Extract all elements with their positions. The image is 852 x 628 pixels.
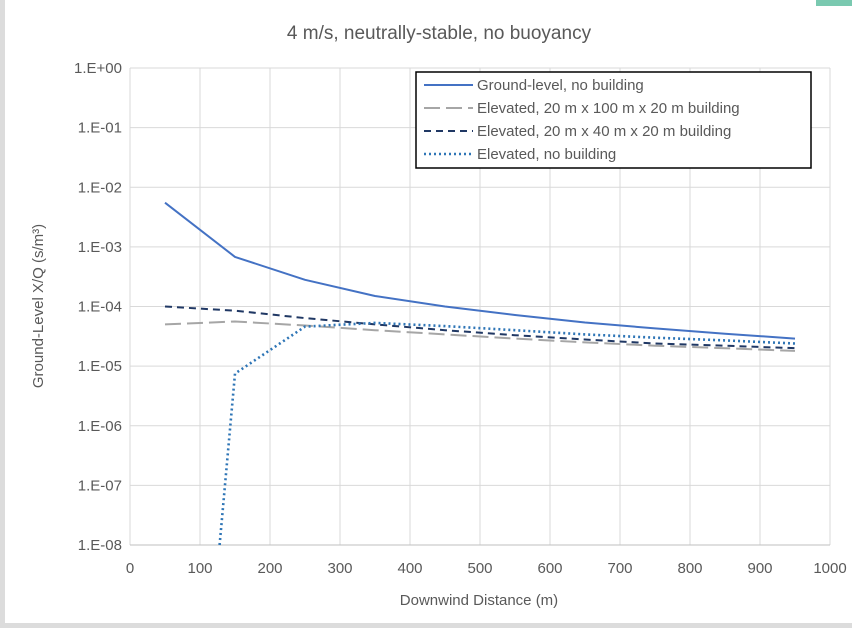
legend-label: Ground-level, no building: [477, 77, 644, 94]
legend-label: Elevated, 20 m x 100 m x 20 m building: [477, 100, 740, 117]
y-axis-label: Ground-Level X/Q (s/m³): [30, 224, 47, 388]
axes: 0 100 200 300 400 500 600 700 800 900 1000 1.E-08 1.…: [74, 60, 847, 577]
legend-label: Elevated, no building: [477, 146, 616, 163]
x-tick-label: 300: [327, 560, 352, 577]
x-tick-label: 700: [607, 560, 632, 577]
legend: Ground-level, no building Elevated, 20 m …: [415, 71, 812, 169]
chart-title: 4 m/s, neutrally-stable, no buoyancy: [287, 23, 592, 44]
series-line-3: [164, 305, 796, 350]
chart: 0 100 200 300 400 500 600 700 800 900 1000 1.E-08 1.…: [30, 23, 847, 609]
y-tick-label: 1.E-02: [78, 179, 122, 196]
series-line-4: [218, 321, 796, 546]
x-tick-label: 100: [187, 560, 212, 577]
legend-box: [415, 71, 812, 169]
x-tick-label: 800: [677, 560, 702, 577]
y-tick-label: 1.E-04: [78, 299, 122, 316]
y-tick-label: 1.E-06: [78, 418, 122, 435]
series-line-1: [164, 201, 796, 340]
x-tick-label: 500: [467, 560, 492, 577]
x-tick-label: 400: [397, 560, 422, 577]
x-tick-label: 900: [747, 560, 772, 577]
x-tick-label: 600: [537, 560, 562, 577]
y-tick-label: 1.E+00: [74, 60, 122, 77]
legend-label: Elevated, 20 m x 40 m x 20 m building: [477, 123, 731, 140]
corner-tab: [816, 0, 852, 6]
x-tick-label: 0: [126, 560, 134, 577]
y-tick-label: 1.E-03: [78, 239, 122, 256]
x-axis-label: Downwind Distance (m): [400, 592, 558, 609]
y-tick-label: 1.E-07: [78, 477, 122, 494]
y-tick-label: 1.E-05: [78, 358, 122, 375]
x-tick-label: 200: [257, 560, 282, 577]
x-tick-label: 1000: [813, 560, 846, 577]
series-layer: [164, 201, 796, 546]
y-tick-label: 1.E-08: [78, 537, 122, 554]
series-line-2: [164, 320, 796, 352]
y-tick-label: 1.E-01: [78, 120, 122, 137]
